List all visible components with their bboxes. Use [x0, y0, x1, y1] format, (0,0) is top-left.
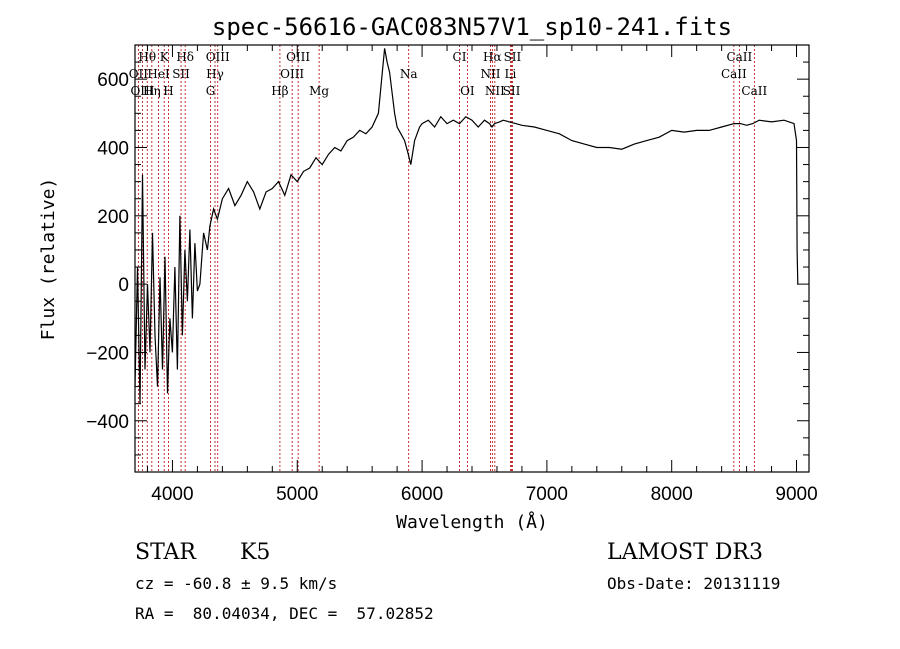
line-label-1-4: OIII [280, 67, 304, 81]
line-label-0-5: CI [453, 50, 467, 64]
x-axis-label: Wavelength (Å) [396, 511, 548, 533]
line-label-2-4: Hβ [271, 84, 288, 98]
line-label-1-5: Na [400, 67, 418, 81]
line-label-0-2: Hδ [176, 50, 194, 64]
line-label-2-7: NII [485, 84, 505, 98]
line-label-2-1: Hη [143, 84, 161, 98]
line-label-2-0: OIII [130, 84, 154, 98]
line-label-1-8: CaII [721, 67, 747, 81]
line-label-0-4: OIII [286, 50, 310, 64]
x-tick-label-1: 5000 [276, 484, 318, 505]
line-label-1-6: NII [480, 67, 500, 81]
line-label-1-1: HeI [147, 67, 170, 81]
line-label-2-9: CaII [741, 84, 767, 98]
y-tick-label-2: 0 [118, 275, 129, 296]
x-tick-label-2: 6000 [401, 484, 443, 505]
line-label-0-8: CaII [726, 50, 752, 64]
y-tick-label-0: −400 [86, 412, 129, 433]
line-label-0-1: K [160, 50, 170, 64]
axis-ticks: 4000 5000 6000 7000 8000 9000 −400 −200 0 200 400 6… [86, 45, 818, 505]
line-label-0-6: Hα [483, 50, 502, 64]
x-tick-label-3: 7000 [526, 484, 568, 505]
flux-series-line [134, 48, 799, 404]
survey-name: LAMOST DR3 [607, 540, 763, 565]
x-tick-label-0: 4000 [151, 484, 193, 505]
line-label-0-7: SII [504, 50, 522, 64]
y-axis-label: Flux (relative) [38, 178, 59, 341]
obs-date: Obs-Date: 20131119 [607, 574, 781, 593]
line-label-2-8: SII [503, 84, 521, 98]
coordinates: RA = 80.04034, DEC = 57.02852 [135, 604, 434, 623]
chart-title: spec-56616-GAC083N57V1_sp10-241.fits [212, 13, 732, 41]
y-tick-label-5: 600 [97, 70, 129, 91]
line-label-1-7: Li [505, 67, 517, 81]
y-tick-label-3: 200 [97, 207, 129, 228]
line-label-1-0: OII [129, 67, 149, 81]
line-label-1-3: Hγ [206, 67, 224, 81]
spectral-subclass: K5 [240, 540, 271, 565]
line-label-2-5: Mg [309, 84, 329, 98]
line-label-2-6: OI [460, 84, 475, 98]
line-label-2-3: G [206, 84, 216, 98]
redshift-text: cz = -60.8 ± 9.5 km/s [135, 574, 338, 593]
spectral-line-markers [137, 45, 755, 472]
x-tick-label-5: 9000 [775, 484, 817, 505]
line-label-2-2: H [163, 84, 173, 98]
y-tick-label-4: 400 [97, 138, 129, 159]
object-type: STAR [135, 540, 196, 565]
y-tick-label-1: −200 [86, 343, 129, 364]
line-label-1-2: SII [172, 67, 190, 81]
line-label-0-3: OIII [206, 50, 230, 64]
line-label-0-0: Hθ [138, 50, 156, 64]
plot-frame [134, 44, 810, 473]
x-tick-label-4: 8000 [651, 484, 693, 505]
